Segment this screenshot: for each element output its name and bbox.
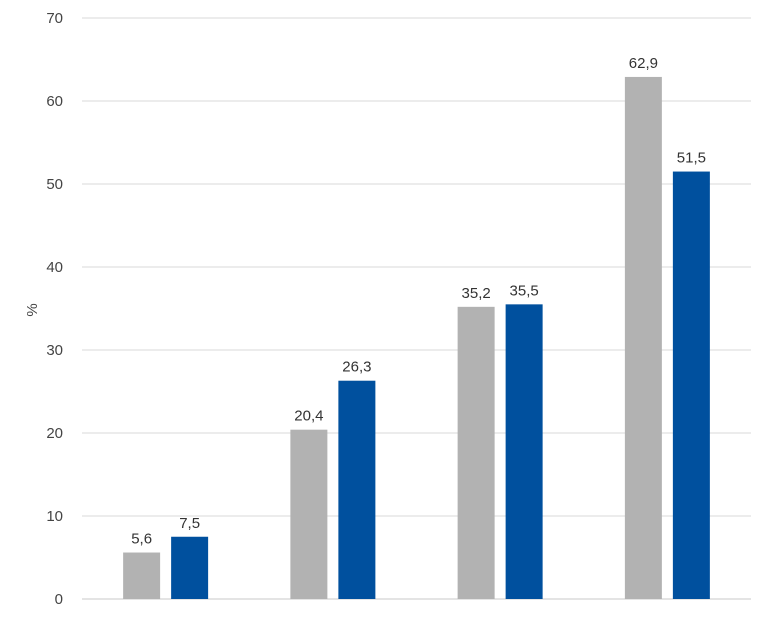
bars xyxy=(123,76,710,600)
data-label: 7,5 xyxy=(179,515,200,532)
y-tick-label: 0 xyxy=(55,591,63,608)
data-label: 62,9 xyxy=(629,55,658,72)
bar-series-1-category-4 xyxy=(624,76,662,600)
bar-series-1-category-1 xyxy=(123,552,161,599)
data-label: 26,3 xyxy=(342,359,371,376)
y-tick-label: 20 xyxy=(46,425,63,442)
bar-series-1-category-2 xyxy=(290,429,328,599)
data-label: 35,5 xyxy=(510,282,539,299)
y-axis-ticks: 0 10 20 30 40 50 60 70 xyxy=(46,10,63,608)
y-tick-label: 50 xyxy=(46,176,63,193)
y-tick-label: 60 xyxy=(46,93,63,110)
data-label: 51,5 xyxy=(677,150,706,167)
y-tick-label: 10 xyxy=(46,508,63,525)
gridlines xyxy=(82,17,751,600)
data-label: 35,2 xyxy=(462,285,491,302)
data-label: 20,4 xyxy=(294,408,323,425)
data-labels: 5,6 7,5 20,4 26,3 35,2 35,5 62,9 51,5 xyxy=(131,55,706,548)
y-tick-label: 40 xyxy=(46,259,63,276)
bar-series-2-category-3 xyxy=(505,304,543,599)
y-axis-title: % xyxy=(24,303,41,316)
bar-series-2-category-2 xyxy=(338,380,376,599)
y-tick-label: 30 xyxy=(46,342,63,359)
y-tick-label: 70 xyxy=(46,10,63,27)
bar-series-2-category-4 xyxy=(672,171,710,600)
data-label: 5,6 xyxy=(131,531,152,548)
bar-series-1-category-3 xyxy=(457,306,495,599)
bar-series-2-category-1 xyxy=(171,536,209,599)
